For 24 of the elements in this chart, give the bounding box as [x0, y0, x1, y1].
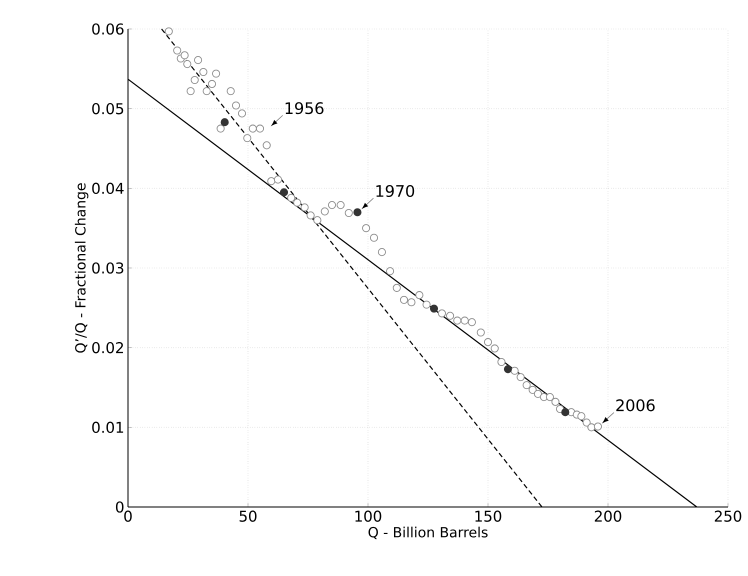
- annotation: 1970: [376, 184, 414, 198]
- annotation: 2006: [616, 399, 655, 412]
- y-tick-label: 0.03: [92, 262, 124, 274]
- y-tick-label: 0.01: [92, 422, 124, 433]
- x-tick-label: 250: [714, 510, 742, 522]
- point: [561, 408, 570, 416]
- y-tick-label: 0.04: [92, 182, 124, 194]
- point: [280, 188, 288, 196]
- x-axis-title: Q - Billion Barrels: [368, 526, 488, 540]
- point: [430, 304, 438, 313]
- y-tick-label: 0: [116, 501, 124, 513]
- x-tick-label: 50: [240, 510, 257, 522]
- y-tick-label: 0.05: [92, 103, 124, 114]
- y-tick-label: 0.02: [92, 342, 123, 354]
- x-tick-label: 100: [355, 510, 382, 522]
- point: [220, 118, 229, 126]
- y-axis-title: Q’/Q - Fractional Change: [74, 183, 88, 353]
- x-tick-label: 200: [594, 510, 622, 522]
- point: [504, 365, 512, 374]
- annotation: 1956: [286, 102, 324, 114]
- point: [353, 208, 362, 216]
- x-tick-label: 0: [124, 510, 132, 522]
- x-tick-label: 150: [475, 510, 502, 522]
- y-tick-label: 0.06: [92, 23, 124, 35]
